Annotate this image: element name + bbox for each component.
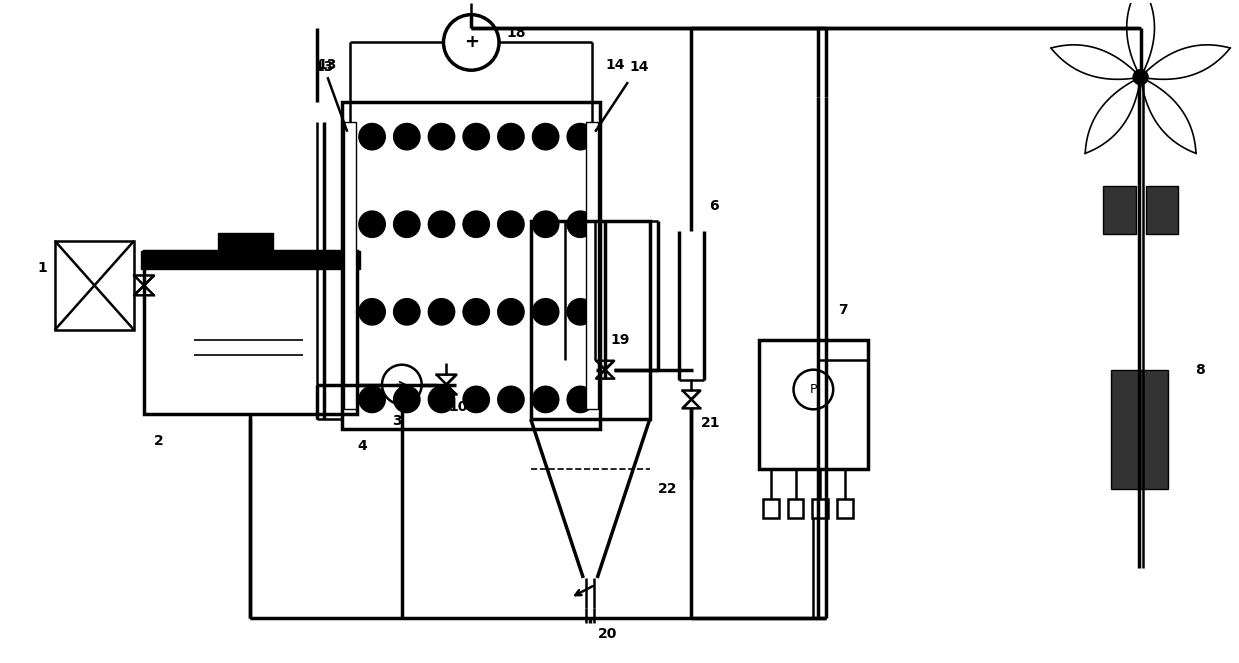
Circle shape [358,386,387,413]
Text: 1: 1 [37,261,47,274]
Circle shape [427,210,456,238]
Bar [55,241,134,330]
Circle shape [358,298,387,326]
Text: +: + [463,33,478,52]
Bar [1146,186,1178,234]
Text: 6: 6 [709,199,719,213]
Text: 19: 19 [610,333,629,347]
Bar [342,102,600,429]
Text: 8: 8 [1196,363,1204,377]
Circle shape [566,298,595,326]
Text: 9: 9 [147,253,157,268]
Circle shape [497,210,525,238]
Circle shape [427,298,456,326]
Circle shape [462,298,491,326]
Text: 13: 13 [315,60,335,74]
Circle shape [358,210,387,238]
Bar [530,221,649,419]
Circle shape [793,370,833,409]
Bar [788,499,803,518]
Text: 3: 3 [392,414,401,428]
Circle shape [566,210,595,238]
Circle shape [532,298,560,326]
Circle shape [497,298,525,326]
Circle shape [393,123,421,151]
Text: 14: 14 [629,60,649,74]
Circle shape [382,365,421,404]
Circle shape [566,386,595,413]
Circle shape [393,298,421,326]
Circle shape [497,386,525,413]
Text: 14: 14 [605,58,624,72]
Bar [758,340,867,469]
Circle shape [462,386,491,413]
Text: 13: 13 [317,58,337,72]
Circle shape [444,15,499,70]
Bar [344,122,357,409]
Text: 22: 22 [658,482,678,496]
Bar [218,233,273,251]
Text: 5: 5 [506,313,515,327]
Bar [1111,370,1168,489]
Circle shape [532,123,560,151]
Bar [586,122,598,409]
Circle shape [462,123,491,151]
Text: 18: 18 [506,26,525,40]
Text: 10: 10 [449,400,468,414]
Bar [813,499,828,518]
Bar [1103,186,1136,234]
Bar [763,499,778,518]
Text: 2: 2 [154,434,164,448]
Circle shape [1134,70,1147,84]
Text: 20: 20 [598,627,617,642]
Circle shape [566,123,595,151]
Text: 4: 4 [357,439,367,453]
Circle shape [393,386,421,413]
Circle shape [358,123,387,151]
Text: 23: 23 [290,259,310,272]
Circle shape [462,210,491,238]
Text: 21: 21 [701,416,721,430]
Bar [838,499,852,518]
Circle shape [427,386,456,413]
Circle shape [532,386,560,413]
Bar [141,251,361,269]
Circle shape [497,123,525,151]
Circle shape [393,210,421,238]
Circle shape [532,210,560,238]
Bar [144,251,357,414]
Text: P: P [809,383,817,396]
Circle shape [427,123,456,151]
Text: 7: 7 [838,303,847,317]
